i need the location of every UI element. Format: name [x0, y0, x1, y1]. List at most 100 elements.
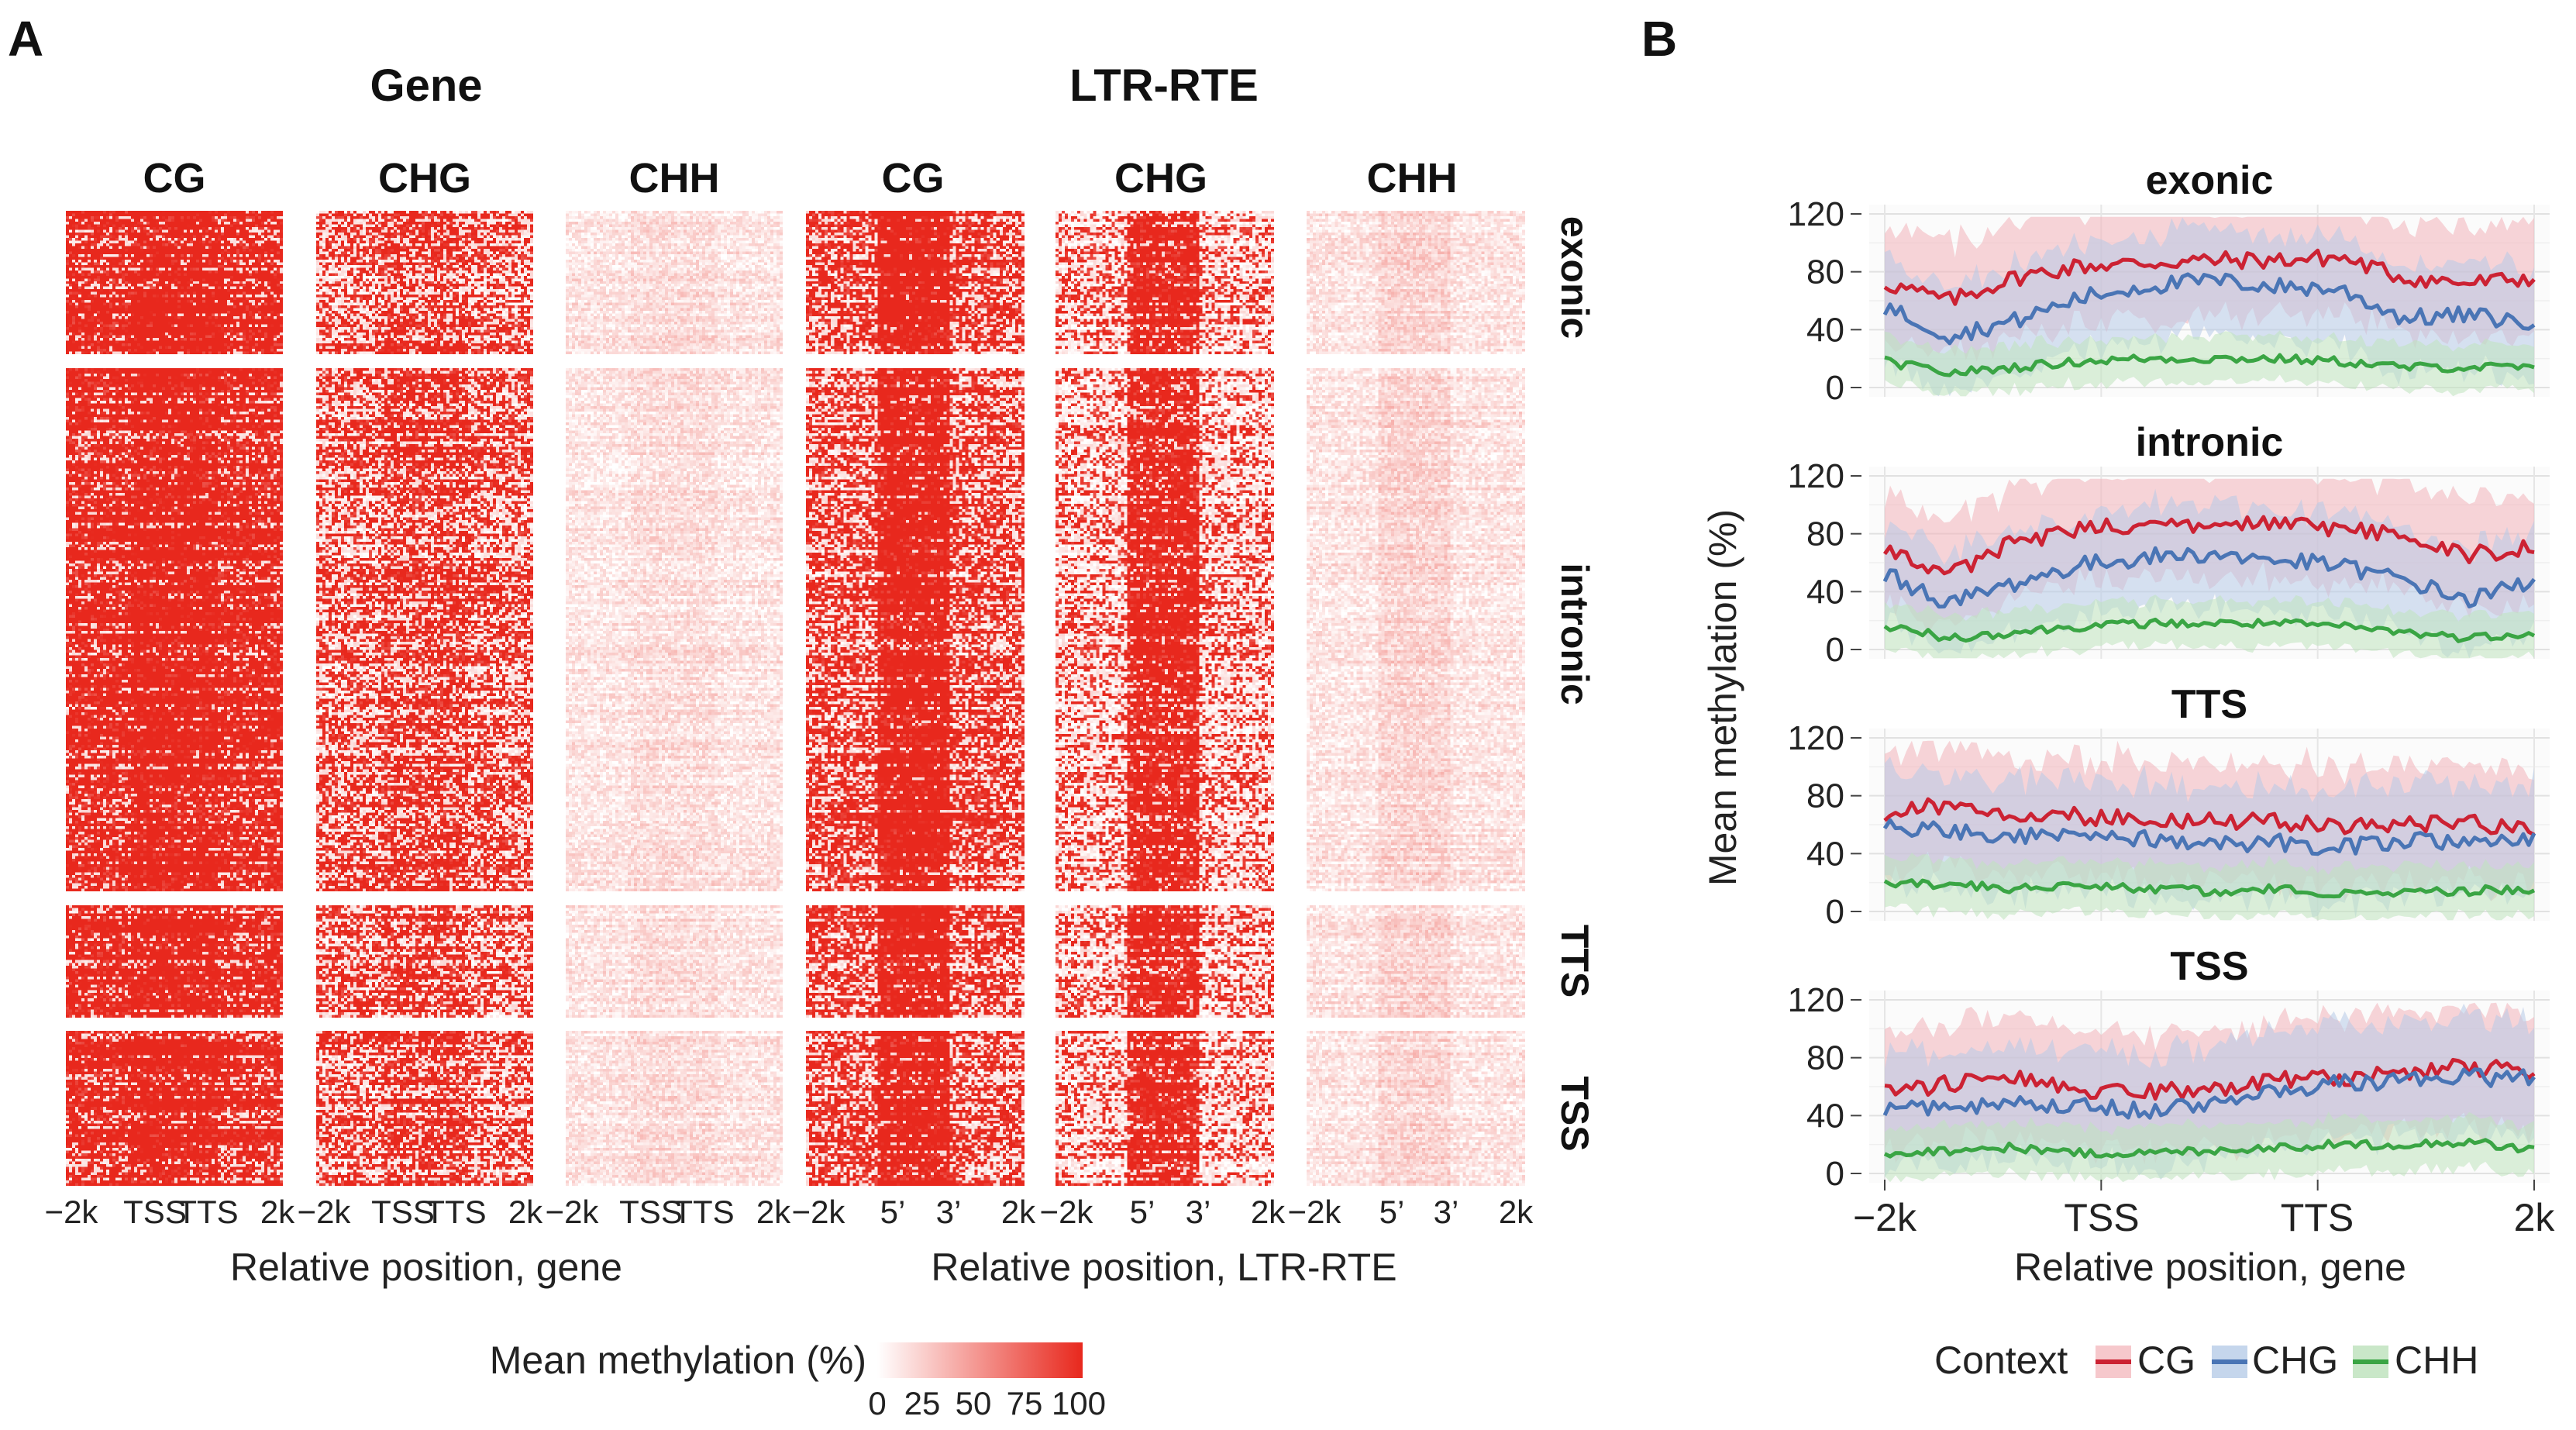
tick-gene-cg-end: 2k: [260, 1194, 295, 1230]
tick-ltr-cg-start: −2k: [792, 1194, 846, 1230]
heatmap-tile-gene-cg-exonic: [66, 211, 283, 354]
colorbar: [877, 1342, 1083, 1378]
col-label-gene-cg: CG: [143, 155, 206, 202]
heatmap-tile-gene-chg-intronic: [316, 368, 533, 891]
x-label-ltr-rte: Relative position, LTR-RTE: [931, 1246, 1396, 1289]
colorbar-tick-100: 100: [1052, 1385, 1106, 1421]
series-line-cg: [1883, 248, 2536, 306]
legend-label-chh: CHH: [2395, 1339, 2478, 1382]
heatmap-tile-ltr-cg-tts: [806, 905, 1025, 1018]
line-panel-title: intronic: [2136, 420, 2284, 465]
tick-ltr-chg-start: −2k: [1040, 1194, 1094, 1230]
y-tick-label: 80: [1806, 515, 1844, 553]
heatmap-tile-ltr-chg-tts: [1056, 905, 1274, 1018]
col-label-ltr-cg: CG: [882, 155, 945, 202]
tick-ltr-chh-3p: 3’: [1434, 1194, 1459, 1230]
group-title-gene: Gene: [370, 60, 482, 111]
line-panel-intronic: 0 40 80 120 intronic: [1788, 420, 2550, 669]
series-line-chg: [1882, 818, 2536, 856]
y-tick-label: 80: [1806, 1039, 1844, 1077]
y-tick-label: 120: [1788, 719, 1844, 757]
heatmap-tile-ltr-chh-intronic: [1307, 368, 1525, 891]
colorbar-tick-0: 0: [868, 1385, 886, 1421]
series-line-chh: [1883, 1137, 2535, 1159]
y-tick-label: 0: [1826, 631, 1844, 669]
col-label-gene-chh: CHH: [629, 155, 720, 202]
tick-gene-chg-tts: TTS: [425, 1194, 486, 1230]
line-plots: 0 40 80 120 exonic 0 40 80 120 intronic 0 40 80 120 TT…: [1788, 158, 2550, 1193]
col-label-gene-chg: CHG: [378, 155, 471, 202]
y-tick-label: 0: [1826, 893, 1844, 931]
series-line-chg: [1882, 546, 2536, 609]
y-tick-label: 120: [1788, 457, 1844, 495]
panel-label-b: B: [1641, 11, 1677, 67]
tick-ltr-chh-start: −2k: [1288, 1194, 1342, 1230]
y-tick-label: 40: [1806, 1097, 1844, 1135]
tick-ltr-cg-3p: 3’: [936, 1194, 962, 1230]
heatmap-tile-gene-chh-intronic: [566, 368, 783, 891]
line-panel-tss: 0 40 80 120 TSS: [1788, 944, 2550, 1193]
heatmap-tile-ltr-cg-intronic: [806, 368, 1025, 891]
tick-ltr-chh-5p: 5’: [1379, 1194, 1405, 1230]
tick-gene-chh-tss: TSS: [619, 1194, 683, 1230]
panel-label-a: A: [8, 11, 43, 67]
y-tick-label: 80: [1806, 777, 1844, 815]
heatmap-tile-ltr-cg-exonic: [806, 211, 1025, 354]
y-tick-label: 40: [1806, 835, 1844, 873]
heatmap-x-ticks: −2k TSS TTS 2k −2k TSS TTS 2k −2k TSS TT…: [45, 1194, 1534, 1230]
heatmap-tile-gene-chh-exonic: [566, 211, 783, 354]
series-line-cg: [1883, 797, 2536, 837]
tick-ltr-cg-end: 2k: [1001, 1194, 1036, 1230]
series-line-chg: [1882, 272, 2536, 346]
legend-label-cg: CG: [2137, 1339, 2195, 1382]
row-label-exonic: exonic: [1553, 216, 1596, 339]
x-label-gene: Relative position, gene: [230, 1246, 622, 1289]
colorbar-tick-50: 50: [956, 1385, 992, 1421]
line-panel-exonic: 0 40 80 120 exonic: [1788, 158, 2550, 407]
heatmap-tile-ltr-chh-tss: [1307, 1031, 1525, 1186]
heatmap-tile-ltr-cg-tss: [806, 1031, 1025, 1186]
tick-ltr-chh-end: 2k: [1499, 1194, 1534, 1230]
tick-gene-chg-end: 2k: [508, 1194, 543, 1230]
y-tick-label: 120: [1788, 981, 1844, 1019]
b-tick-tss: TSS: [2064, 1196, 2139, 1239]
series-line-chg: [1882, 1067, 2536, 1120]
heatmap-tile-ltr-chg-intronic: [1056, 368, 1274, 891]
heatmap-tile-gene-chh-tts: [566, 905, 783, 1018]
tick-gene-chh-start: −2k: [546, 1194, 600, 1230]
b-tick-end: 2k: [2514, 1196, 2556, 1239]
tick-ltr-cg-5p: 5’: [880, 1194, 906, 1230]
colorbar-label: Mean methylation (%): [490, 1339, 866, 1382]
group-title-ltr-rte: LTR-RTE: [1069, 60, 1259, 111]
y-tick-label: 80: [1806, 253, 1844, 291]
col-label-ltr-chh: CHH: [1367, 155, 1458, 202]
heatmap-tile-ltr-chg-tss: [1056, 1031, 1274, 1186]
legend-label-chg: CHG: [2252, 1339, 2338, 1382]
band-chh: [1885, 853, 2534, 921]
line-panel-tts: 0 40 80 120 TTS: [1788, 682, 2550, 931]
series-line-chh: [1884, 353, 2535, 377]
line-panel-title: TSS: [2170, 944, 2248, 989]
row-label-intronic: intronic: [1553, 563, 1596, 705]
x-label-b: Relative position, gene: [2014, 1246, 2406, 1289]
heatmap-tile-ltr-chg-exonic: [1056, 211, 1274, 354]
tick-gene-cg-tss: TSS: [123, 1194, 187, 1230]
tick-gene-chh-tts: TTS: [673, 1194, 734, 1230]
row-label-tss: TSS: [1553, 1076, 1596, 1151]
y-label-b: Mean methylation (%): [1701, 509, 1744, 886]
tick-gene-chg-tss: TSS: [371, 1194, 435, 1230]
series-line-chh: [1883, 878, 2536, 899]
series-line-cg: [1882, 515, 2535, 576]
tick-gene-cg-tts: TTS: [177, 1194, 238, 1230]
heatmap-tile-gene-cg-intronic: [66, 368, 283, 891]
heatmap-tile-gene-chh-tss: [566, 1031, 783, 1186]
tick-ltr-chg-end: 2k: [1251, 1194, 1286, 1230]
tick-ltr-chg-3p: 3’: [1186, 1194, 1211, 1230]
heatmap-tile-gene-cg-tts: [66, 905, 283, 1018]
tick-gene-chg-start: −2k: [298, 1194, 352, 1230]
colorbar-ticks: 0 25 50 75 100: [868, 1385, 1106, 1421]
series-line-chh: [1883, 617, 2536, 643]
band-chh: [1885, 594, 2534, 659]
tick-gene-cg-start: −2k: [45, 1194, 99, 1230]
